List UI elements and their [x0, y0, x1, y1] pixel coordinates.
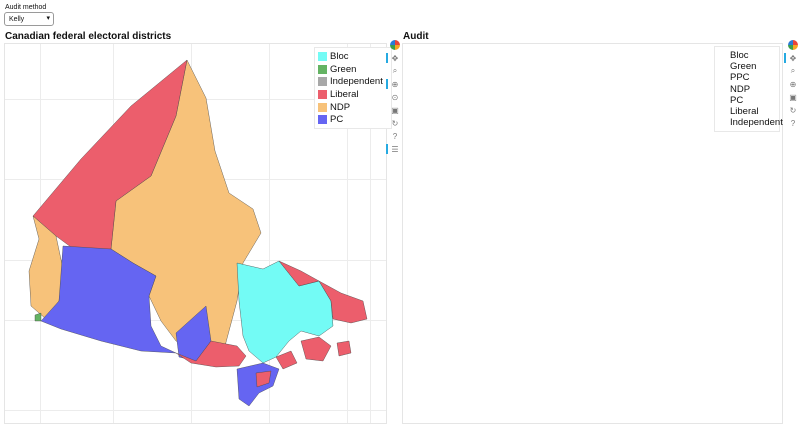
map-region-pc-west: [40, 245, 177, 354]
map-legend: Bloc Green Independent Liberal NDP PC: [314, 47, 392, 130]
pan-icon[interactable]: ✥: [386, 52, 401, 64]
audit-legend-item[interactable]: Bloc: [730, 50, 749, 61]
canada-district-map: [28, 59, 368, 407]
legend-item-liberal[interactable]: Liberal: [318, 88, 388, 101]
legend-item-green[interactable]: Green: [318, 63, 388, 76]
audit-title: Audit: [403, 31, 429, 42]
audit-method-select[interactable]: Kelly ▾: [4, 12, 54, 26]
zoom-in-icon[interactable]: ⊙: [391, 92, 399, 102]
legend-swatch: [318, 89, 327, 99]
map-region-liberal-east: [278, 260, 368, 324]
audit-legend-item[interactable]: Independent: [730, 117, 783, 129]
map-plot-area[interactable]: [4, 43, 387, 424]
bokeh-logo-icon[interactable]: [787, 39, 799, 51]
audit-legend-item[interactable]: Green: [730, 61, 757, 73]
audit-legend: Bloc Green PPC NDP PC Liberal Independen…: [714, 46, 783, 133]
audit-method-value: Kelly: [9, 15, 25, 23]
map-region-green-bc: [34, 312, 42, 322]
legend-item-pc[interactable]: PC: [318, 113, 388, 126]
legend-swatch: [318, 102, 327, 112]
audit-toolbar: ✥ ⌕ ⊕ ▣ ↻ ?: [784, 39, 800, 130]
wheel-zoom-icon[interactable]: ⊕: [386, 78, 401, 90]
legend-item-ndp[interactable]: NDP: [318, 101, 388, 114]
box-zoom-icon[interactable]: ⌕: [790, 66, 796, 75]
reset-icon[interactable]: ↻: [789, 105, 797, 115]
save-icon[interactable]: ▣: [391, 105, 399, 115]
wheel-zoom-icon[interactable]: ⊕: [789, 79, 797, 89]
bokeh-logo-icon[interactable]: [389, 39, 401, 51]
save-icon[interactable]: ▣: [789, 92, 797, 102]
legend-swatch: [318, 115, 327, 125]
hover-icon[interactable]: ☰: [386, 143, 401, 155]
map-region-liberal-central: [175, 340, 247, 368]
audit-method-label: Audit method: [5, 4, 47, 11]
help-icon[interactable]: ?: [392, 131, 398, 141]
legend-item-independent[interactable]: Independent: [318, 75, 388, 88]
audit-legend-item[interactable]: PPC: [730, 72, 750, 84]
dropdown-arrow-icon: ▾: [46, 15, 50, 22]
map-region-liberal-ontario-east: [275, 350, 298, 370]
audit-legend-item[interactable]: PC: [730, 94, 744, 106]
legend-swatch: [318, 64, 327, 74]
audit-legend-item[interactable]: Liberal: [730, 105, 759, 117]
legend-swatch: [318, 51, 327, 61]
legend-swatch: [318, 77, 327, 87]
audit-plot-area[interactable]: [402, 43, 783, 424]
map-region-liberal-pei: [336, 340, 352, 357]
map-region-liberal-south-ontario: [255, 370, 272, 388]
map-region-liberal-maritimes: [300, 336, 332, 362]
legend-item-bloc[interactable]: Bloc: [318, 50, 388, 63]
help-icon[interactable]: ?: [790, 118, 796, 128]
box-zoom-icon[interactable]: ⌕: [392, 66, 398, 75]
map-toolbar: ✥ ⌕ ⊕ ⊙ ▣ ↻ ? ☰: [386, 39, 403, 156]
map-title: Canadian federal electoral districts: [5, 31, 172, 42]
pan-icon[interactable]: ✥: [784, 52, 799, 64]
reset-icon[interactable]: ↻: [391, 118, 399, 128]
audit-legend-item[interactable]: NDP: [730, 83, 751, 95]
